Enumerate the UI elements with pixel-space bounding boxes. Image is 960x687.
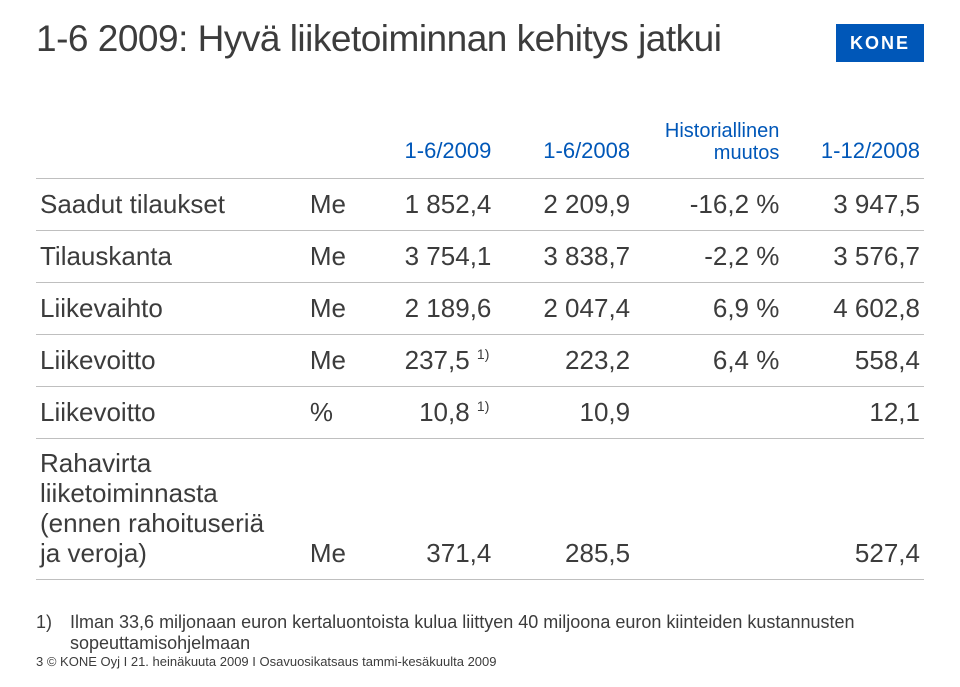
- col-header-unit: [302, 114, 357, 179]
- col-header-period1: 1-6/2009: [357, 114, 496, 179]
- footer-text: © KONE Oyj I 21. heinäkuuta 2009 I Osavu…: [47, 654, 497, 669]
- cell-period1: 1 852,4: [357, 179, 496, 231]
- row-label: Tilauskanta: [36, 231, 302, 283]
- cell-period1: 371,4: [357, 439, 496, 580]
- footer-page: 3: [36, 654, 43, 669]
- footnote: 1) Ilman 33,6 miljonaan euron kertaluont…: [36, 612, 924, 654]
- cell-change: -2,2 %: [634, 231, 783, 283]
- col-header-blank: [36, 114, 302, 179]
- row-unit: Me: [302, 439, 357, 580]
- cell-fullyear: 3 576,7: [783, 231, 924, 283]
- cell-period1: 10,8 1): [357, 387, 496, 439]
- footer: 3 © KONE Oyj I 21. heinäkuuta 2009 I Osa…: [36, 654, 497, 669]
- cell-fullyear: 558,4: [783, 335, 924, 387]
- col-header-fullyear: 1-12/2008: [783, 114, 924, 179]
- cell-period2: 2 047,4: [495, 283, 634, 335]
- financial-table: 1-6/2009 1-6/2008 Historiallinen muutos …: [36, 114, 924, 580]
- row-unit: Me: [302, 179, 357, 231]
- kone-logo: KONE: [836, 24, 924, 62]
- row-label: Liikevaihto: [36, 283, 302, 335]
- cell-change: [634, 439, 783, 580]
- cell-change: 6,9 %: [634, 283, 783, 335]
- table-row: LiikevoittoMe237,5 1)223,26,4 %558,4: [36, 335, 924, 387]
- cell-period2: 223,2: [495, 335, 634, 387]
- cell-change: 6,4 %: [634, 335, 783, 387]
- cell-fullyear: 527,4: [783, 439, 924, 580]
- row-label: Liikevoitto: [36, 387, 302, 439]
- cell-period2: 2 209,9: [495, 179, 634, 231]
- cell-period1: 237,5 1): [357, 335, 496, 387]
- footnote-text: Ilman 33,6 miljonaan euron kertaluontois…: [70, 612, 924, 654]
- table-row: TilauskantaMe3 754,13 838,7-2,2 %3 576,7: [36, 231, 924, 283]
- row-label: Saadut tilaukset: [36, 179, 302, 231]
- col-header-change-line1: Historiallinen: [665, 120, 780, 142]
- table-row: Liikevoitto%10,8 1)10,9 12,1: [36, 387, 924, 439]
- slide: 1-6 2009: Hyvä liiketoiminnan kehitys ja…: [0, 0, 960, 687]
- table-header-row: 1-6/2009 1-6/2008 Historiallinen muutos …: [36, 114, 924, 179]
- table-row: Rahavirtaliiketoiminnasta(ennen rahoitus…: [36, 439, 924, 580]
- table-row: Saadut tilauksetMe1 852,42 209,9-16,2 %3…: [36, 179, 924, 231]
- cell-fullyear: 12,1: [783, 387, 924, 439]
- header: 1-6 2009: Hyvä liiketoiminnan kehitys ja…: [36, 18, 924, 62]
- superscript: 1): [477, 398, 491, 414]
- col-header-period2: 1-6/2008: [495, 114, 634, 179]
- row-label: Liikevoitto: [36, 335, 302, 387]
- row-unit: %: [302, 387, 357, 439]
- cell-fullyear: 3 947,5: [783, 179, 924, 231]
- cell-period1: 2 189,6: [357, 283, 496, 335]
- cell-period2: 285,5: [495, 439, 634, 580]
- table-container: 1-6/2009 1-6/2008 Historiallinen muutos …: [36, 114, 924, 580]
- page-title: 1-6 2009: Hyvä liiketoiminnan kehitys ja…: [36, 18, 721, 60]
- row-unit: Me: [302, 231, 357, 283]
- col-header-change-line2: muutos: [714, 142, 780, 164]
- table-row: LiikevaihtoMe2 189,62 047,46,9 %4 602,8: [36, 283, 924, 335]
- cell-fullyear: 4 602,8: [783, 283, 924, 335]
- cell-period1: 3 754,1: [357, 231, 496, 283]
- cell-change: [634, 387, 783, 439]
- cell-period2: 3 838,7: [495, 231, 634, 283]
- superscript: 1): [477, 346, 491, 362]
- col-header-change: Historiallinen muutos: [634, 114, 783, 179]
- row-unit: Me: [302, 283, 357, 335]
- cell-period2: 10,9: [495, 387, 634, 439]
- row-label: Rahavirtaliiketoiminnasta(ennen rahoitus…: [36, 439, 302, 580]
- cell-change: -16,2 %: [634, 179, 783, 231]
- footnote-number: 1): [36, 612, 52, 654]
- row-unit: Me: [302, 335, 357, 387]
